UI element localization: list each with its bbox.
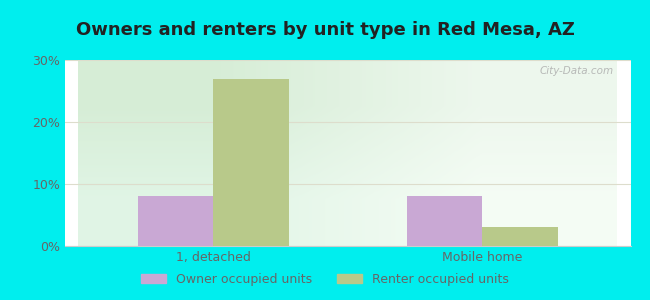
Text: Owners and renters by unit type in Red Mesa, AZ: Owners and renters by unit type in Red M… [75, 21, 575, 39]
Bar [482, 227, 558, 246]
Text: City-Data.com: City-Data.com [540, 66, 614, 76]
Bar [138, 196, 213, 246]
Bar [213, 79, 289, 246]
Legend: Owner occupied units, Renter occupied units: Owner occupied units, Renter occupied un… [136, 268, 514, 291]
Bar [407, 196, 482, 246]
